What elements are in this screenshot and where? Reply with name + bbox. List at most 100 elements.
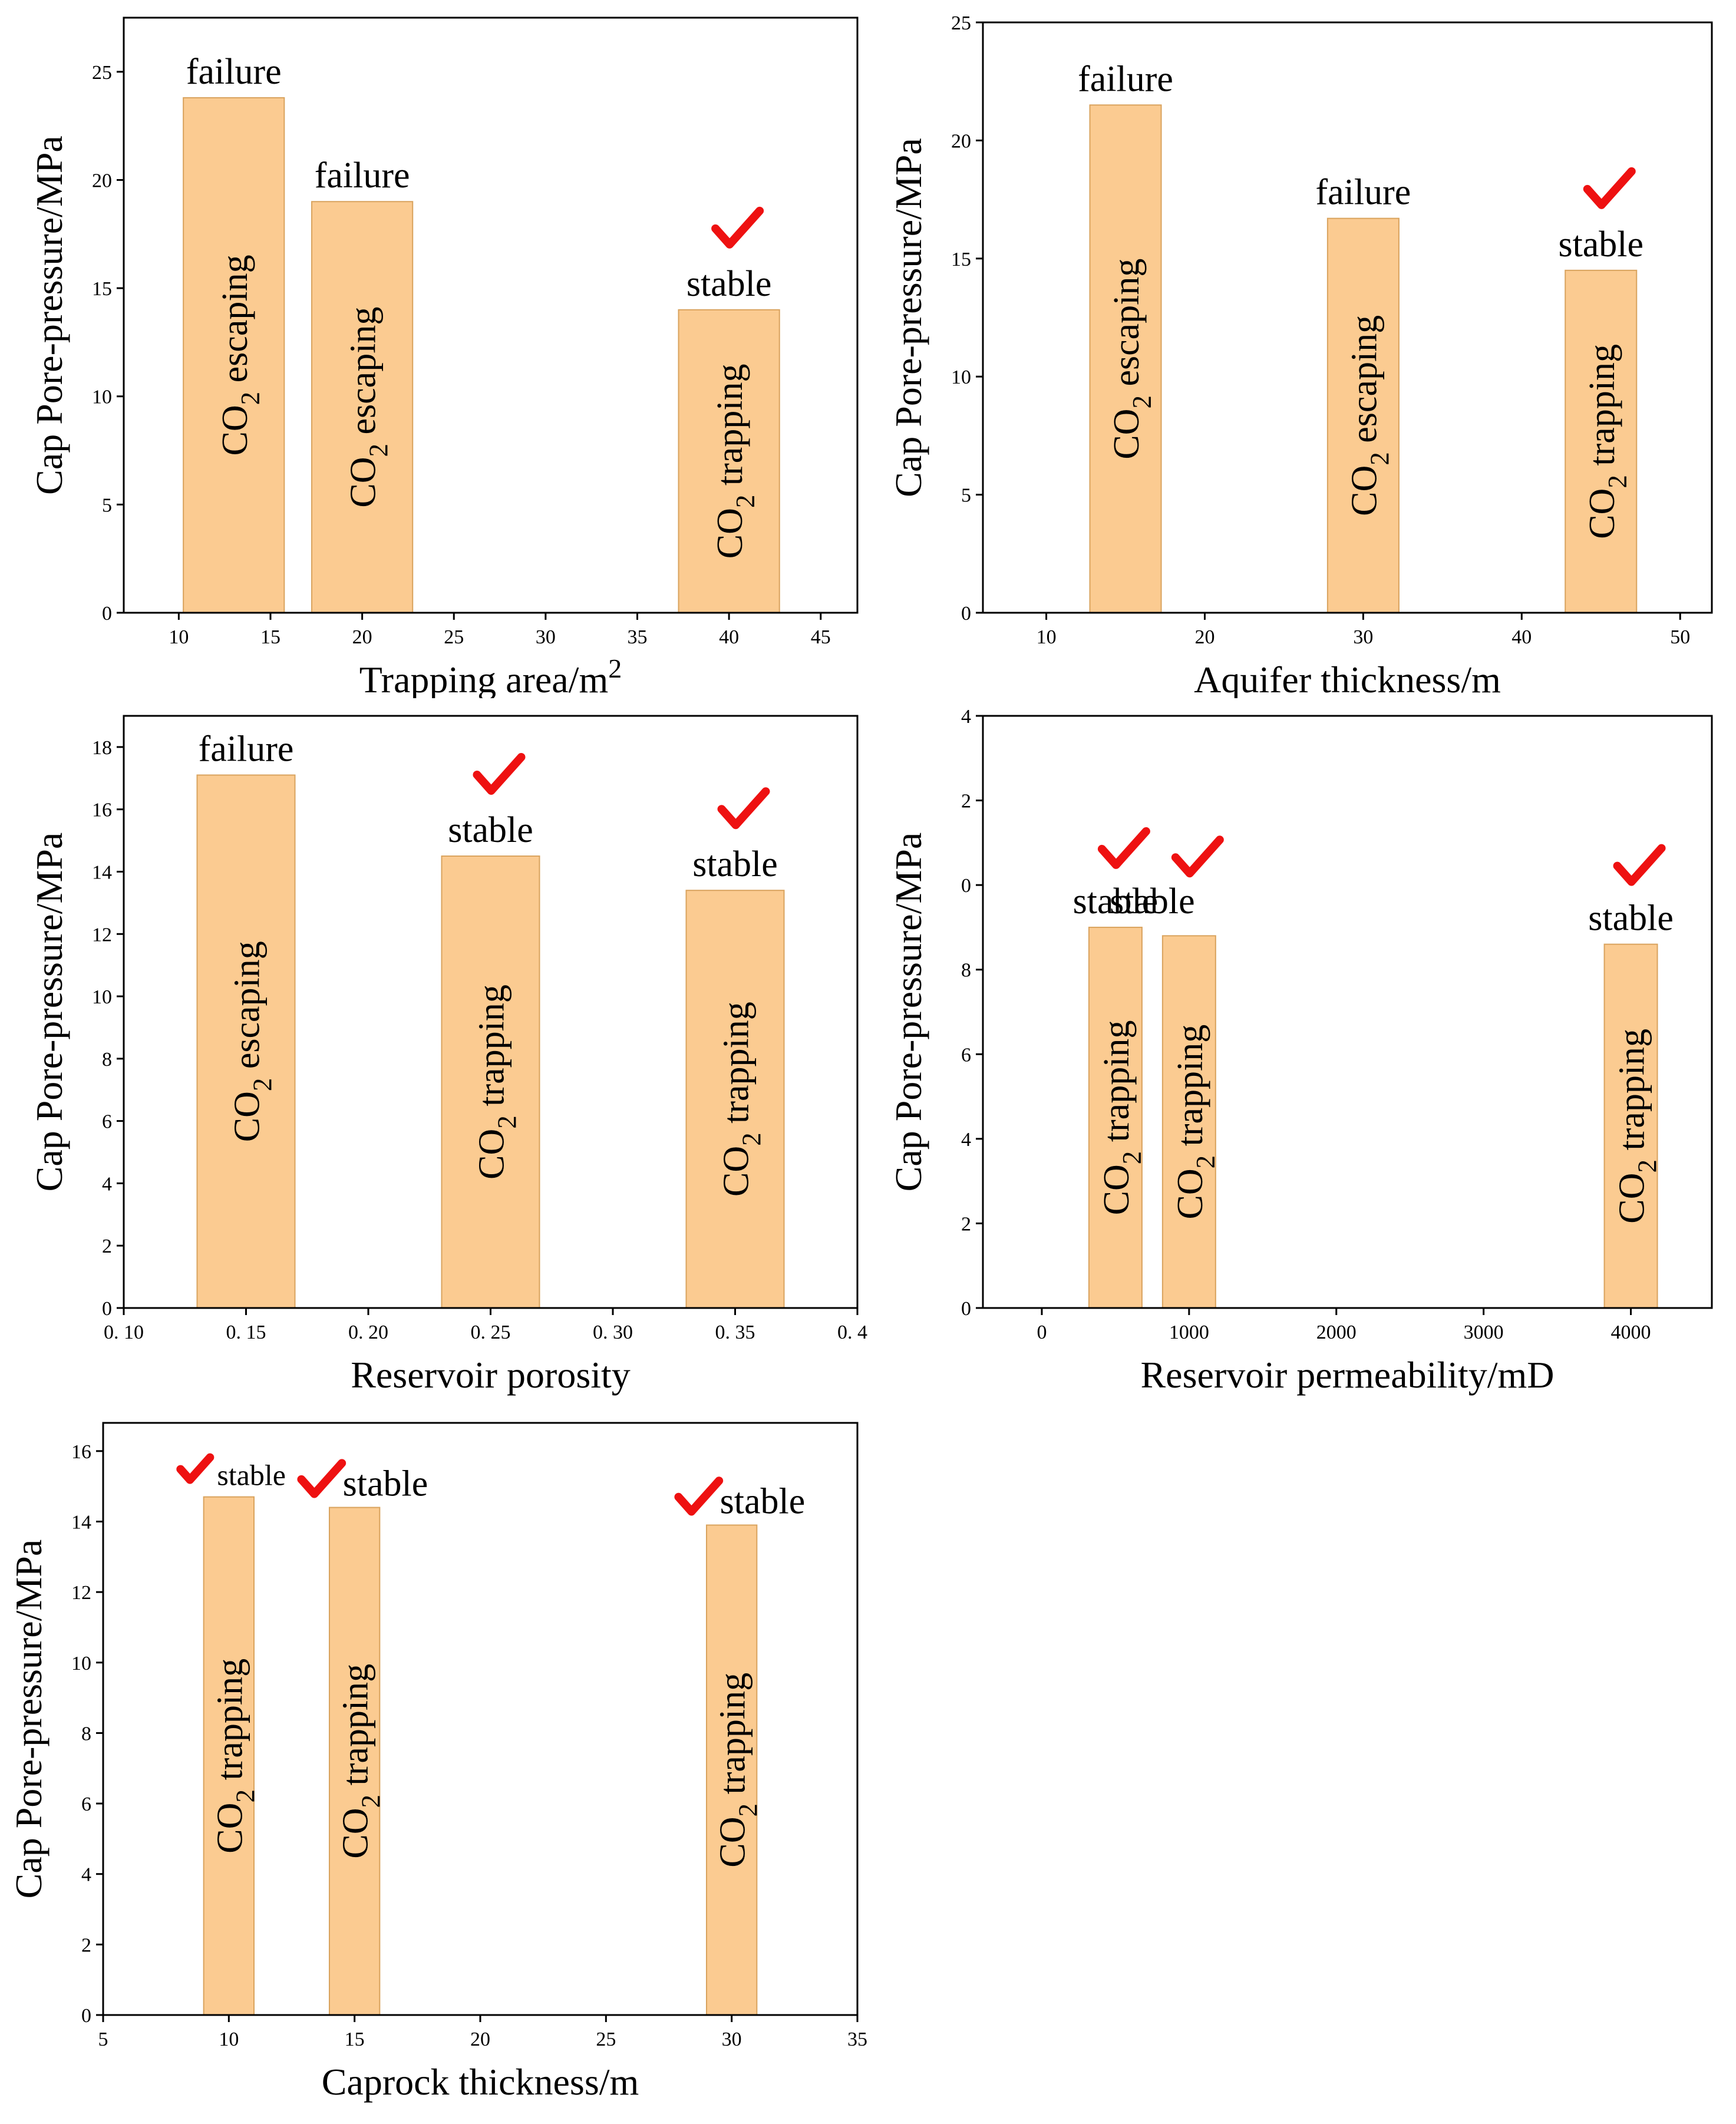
bar-label-3: CO2 trapping (713, 1673, 763, 1868)
chart-svg-4: CO2 trapping stable CO2 trapping CO2 trappi… (887, 706, 1713, 1396)
x-tick-label-2: 20 (352, 626, 372, 648)
x-tick-label-5: 0. 35 (715, 1322, 755, 1343)
chart-reservoir-permeability: CO2 trapping stable CO2 trapping CO2 trappi… (868, 698, 1736, 1405)
check-icon-3 (674, 1476, 724, 1516)
chart-svg-2: CO2 escaping failure CO2 escaping failure CO… (887, 12, 1713, 701)
x-axis-title: Trapping area/m2 (359, 653, 622, 699)
bar-3 (706, 1524, 758, 2016)
bar-1 (183, 97, 285, 613)
bar-label-1: CO2 escaping (227, 941, 278, 1142)
x-tick-label-5: 30 (722, 2029, 742, 2050)
status-label-1: stable (1073, 881, 1159, 921)
chart-aquifer-thickness: CO2 escaping failure CO2 escaping failure CO… (868, 0, 1736, 701)
chart-caprock-thickness: CO2 trapping stable CO2 trapping stable CO2 … (0, 1405, 896, 2121)
check-icon-3 (717, 787, 770, 830)
bar-label-2: CO2 trapping (1170, 1025, 1220, 1220)
x-tick-label-0: 0. 10 (104, 1322, 144, 1343)
bar-label-1: CO2 escaping (1107, 259, 1157, 460)
check-icon-3 (1613, 844, 1666, 886)
y-tick-label-1: 5 (102, 494, 112, 516)
x-tick-label-0: 5 (98, 2029, 108, 2050)
bar-3 (685, 890, 785, 1309)
y-axis-title: Cap Pore-pressure/MPa (887, 833, 929, 1192)
x-tick-label-3: 20 (470, 2029, 490, 2050)
chart-trapping-area: CO2 escaping failure CO2 escaping failure CO… (0, 0, 868, 701)
bar-label-3: CO2 trapping (717, 1002, 767, 1197)
x-tick-label-1: 20 (1194, 626, 1214, 648)
bar-2 (329, 1507, 381, 2016)
check-icon-3 (1583, 167, 1636, 209)
y-tick-label-3: 15 (951, 249, 971, 270)
y-tick-label-3: 6 (102, 1111, 112, 1133)
x-tick-label-4: 50 (1670, 626, 1690, 648)
status-label-2: failure (1316, 173, 1411, 213)
y-axis-title: Cap Pore-pressure/MPa (28, 136, 70, 495)
y-tick-label-2: 4 (961, 1129, 971, 1151)
x-tick-label-3: 3000 (1464, 1322, 1504, 1343)
y-tick-label-0: 0 (961, 1298, 971, 1320)
y-tick-label-5: 10 (71, 1653, 91, 1674)
x-tick-label-1: 1000 (1169, 1322, 1209, 1343)
y-tick-label-6: 2 (961, 791, 971, 812)
bar-label-1: CO2 escaping (215, 255, 265, 455)
bar-3 (1603, 943, 1658, 1309)
y-tick-label-7: 4 (961, 706, 971, 728)
y-tick-label-3: 6 (961, 1044, 971, 1066)
bar-2 (1326, 217, 1400, 613)
x-tick-label-1: 10 (219, 2029, 239, 2050)
y-tick-label-1: 5 (961, 485, 971, 507)
y-tick-label-5: 10 (92, 986, 112, 1008)
x-tick-label-2: 0. 20 (348, 1322, 388, 1343)
x-axis-title: Reservoir permeability/mD (1140, 1354, 1554, 1396)
x-tick-label-4: 0. 30 (593, 1322, 633, 1343)
bar-label-2: CO2 trapping (336, 1664, 386, 1859)
x-tick-label-1: 0. 15 (226, 1322, 266, 1343)
bar-1 (196, 774, 296, 1309)
y-tick-label-5: 25 (92, 62, 112, 84)
status-label-1: stable (217, 1459, 286, 1492)
x-tick-label-0: 10 (1037, 626, 1057, 648)
x-tick-label-2: 15 (345, 2029, 365, 2050)
status-label-3: stable (720, 1481, 806, 1521)
x-tick-label-2: 2000 (1316, 1322, 1357, 1343)
y-tick-label-1: 2 (961, 1213, 971, 1235)
chart-svg-3: CO2 escaping failure CO2 trapping stable CO2… (28, 715, 877, 1396)
bar-1 (203, 1496, 255, 2016)
bar-label-2: CO2 escaping (344, 307, 394, 508)
bar-2 (311, 201, 414, 613)
status-label-1: failure (199, 729, 294, 769)
y-tick-label-0: 0 (81, 2005, 91, 2027)
plot-frame (123, 16, 859, 614)
y-tick-label-2: 10 (92, 387, 112, 408)
y-tick-label-6: 12 (92, 924, 112, 946)
x-tick-label-3: 0. 25 (471, 1322, 511, 1343)
status-label-3: stable (1558, 224, 1643, 265)
y-tick-label-4: 8 (102, 1049, 112, 1071)
y-tick-label-3: 15 (92, 278, 112, 300)
check-icon-1 (1097, 827, 1150, 869)
y-tick-label-1: 2 (102, 1236, 112, 1257)
y-tick-label-2: 4 (102, 1173, 112, 1195)
check-icon-2 (297, 1459, 346, 1498)
y-tick-label-8: 16 (71, 1441, 91, 1463)
x-tick-label-4: 30 (536, 626, 556, 648)
y-tick-label-8: 16 (92, 800, 112, 821)
x-tick-label-2: 30 (1353, 626, 1373, 648)
status-label-2: stable (343, 1464, 428, 1504)
y-tick-label-0: 0 (102, 1298, 112, 1320)
chart-reservoir-porosity: CO2 escaping failure CO2 trapping stable CO2… (0, 698, 877, 1405)
x-tick-label-3: 40 (1511, 626, 1532, 648)
status-label-1: failure (1078, 59, 1173, 99)
x-axis-title: Reservoir porosity (351, 1354, 631, 1396)
y-tick-label-0: 0 (961, 603, 971, 625)
bar-label-1: CO2 trapping (1097, 1020, 1147, 1215)
bar-3 (1565, 269, 1638, 613)
check-icon-1 (176, 1453, 214, 1484)
status-label-2: failure (315, 156, 410, 196)
y-tick-label-2: 4 (81, 1864, 91, 1886)
x-tick-label-4: 25 (596, 2029, 616, 2050)
x-tick-label-1: 15 (260, 626, 280, 648)
y-tick-label-9: 18 (92, 737, 112, 759)
bar-1 (1089, 104, 1162, 613)
status-label-3: stable (692, 844, 778, 884)
